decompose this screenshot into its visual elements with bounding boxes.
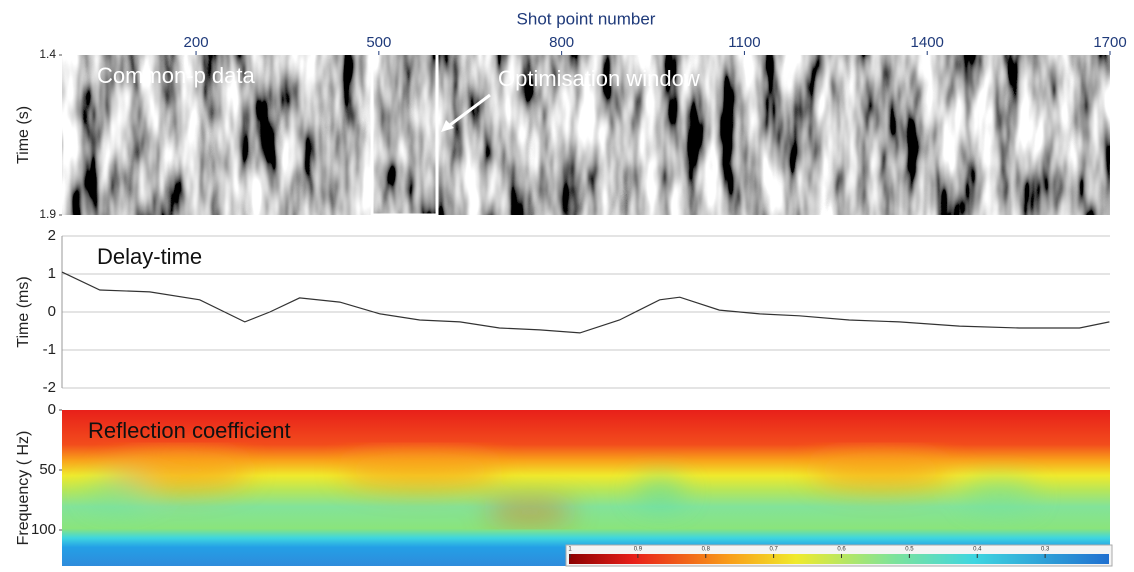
- colorbar-tick-label: 0.4: [973, 547, 982, 553]
- heatmap: [62, 410, 1110, 566]
- arrow-head: [441, 120, 454, 132]
- panel-title: Reflection coefficient: [88, 418, 291, 443]
- y-tick-label: 1.9: [39, 207, 56, 221]
- y-tick-label: 2: [48, 227, 56, 244]
- y-tick-label: 0: [48, 401, 56, 418]
- heatmap-field: [62, 410, 1110, 566]
- colorbar-tick-label: 0.5: [905, 547, 914, 553]
- y-tick-label: 1.4: [39, 47, 56, 61]
- y-tick-label: -1: [43, 341, 56, 358]
- optimisation-window: [370, 50, 439, 217]
- colorbar-tick-label: 1: [568, 547, 572, 553]
- colorbar: [569, 554, 1109, 564]
- y-tick-label: 0: [48, 303, 56, 320]
- colorbar-tick-label: 0.6: [837, 547, 846, 553]
- seismic-image: [62, 55, 1110, 215]
- colorbar-tick-label: 0.8: [702, 547, 711, 553]
- colorbar-tick-label: 0.3: [1041, 547, 1050, 553]
- y-axis-label: Frequency ( Hz): [15, 431, 32, 546]
- x-tick-label: 500: [366, 34, 391, 51]
- x-tick-label: 200: [184, 34, 209, 51]
- y-tick-label: 1: [48, 265, 56, 282]
- y-axis-label: Time (ms): [15, 276, 32, 347]
- x-tick-label: 800: [549, 34, 574, 51]
- colorbar-tick-label: 0.7: [769, 547, 778, 553]
- x-axis-label: Shot point number: [517, 9, 656, 28]
- annotation: Optimisation window: [498, 66, 700, 91]
- y-tick-label: 100: [31, 521, 56, 538]
- heatmap-texture: [90, 450, 1035, 522]
- arrow: [445, 93, 491, 130]
- y-tick-label: -2: [43, 379, 56, 396]
- delay-line: [61, 271, 1110, 334]
- colorbar-tick-label: 0.9: [634, 547, 643, 553]
- x-tick-label: 1400: [911, 34, 944, 51]
- y-tick-label: 50: [39, 461, 56, 478]
- panel-title: Delay-time: [97, 244, 202, 269]
- panel-title: Common-p data: [97, 63, 256, 88]
- y-axis-label: Time (s): [15, 106, 32, 164]
- x-tick-label: 1700: [1093, 34, 1126, 51]
- x-tick-label: 1100: [728, 34, 760, 51]
